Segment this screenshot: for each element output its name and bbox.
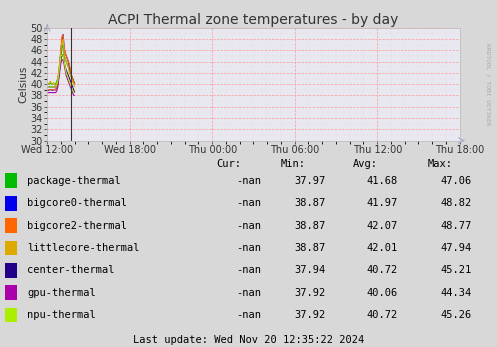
- Text: 44.34: 44.34: [441, 288, 472, 298]
- Bar: [5, 218, 17, 233]
- Text: 42.07: 42.07: [366, 221, 398, 230]
- Text: 38.87: 38.87: [294, 243, 326, 253]
- Text: 48.77: 48.77: [441, 221, 472, 230]
- Text: center-thermal: center-thermal: [27, 265, 115, 275]
- Text: 38.87: 38.87: [294, 221, 326, 230]
- Text: npu-thermal: npu-thermal: [27, 310, 96, 320]
- Text: Cur:: Cur:: [216, 159, 241, 169]
- Text: 45.26: 45.26: [441, 310, 472, 320]
- Text: 48.82: 48.82: [441, 198, 472, 208]
- Text: -nan: -nan: [236, 288, 261, 298]
- Text: Max:: Max:: [427, 159, 452, 169]
- Bar: [5, 174, 17, 188]
- Text: -nan: -nan: [236, 198, 261, 208]
- Text: 41.68: 41.68: [366, 176, 398, 186]
- Bar: [5, 263, 17, 278]
- Text: -nan: -nan: [236, 221, 261, 230]
- Text: 37.92: 37.92: [294, 310, 326, 320]
- Text: 37.92: 37.92: [294, 288, 326, 298]
- Text: 40.72: 40.72: [366, 265, 398, 275]
- Text: bigcore0-thermal: bigcore0-thermal: [27, 198, 127, 208]
- Text: 38.87: 38.87: [294, 198, 326, 208]
- Text: 40.06: 40.06: [366, 288, 398, 298]
- Bar: [5, 285, 17, 300]
- Text: Min:: Min:: [281, 159, 306, 169]
- Text: -nan: -nan: [236, 310, 261, 320]
- Text: littlecore-thermal: littlecore-thermal: [27, 243, 140, 253]
- Text: 47.06: 47.06: [441, 176, 472, 186]
- Bar: [5, 196, 17, 211]
- Text: 37.94: 37.94: [294, 265, 326, 275]
- Text: -nan: -nan: [236, 265, 261, 275]
- Text: gpu-thermal: gpu-thermal: [27, 288, 96, 298]
- Y-axis label: Celsius: Celsius: [18, 66, 28, 103]
- Text: RRDTOOL / TOBI OETIKER: RRDTOOL / TOBI OETIKER: [486, 43, 491, 125]
- Bar: [5, 240, 17, 255]
- Text: 37.97: 37.97: [294, 176, 326, 186]
- Text: package-thermal: package-thermal: [27, 176, 121, 186]
- Text: 47.94: 47.94: [441, 243, 472, 253]
- Text: -nan: -nan: [236, 243, 261, 253]
- Text: Last update: Wed Nov 20 12:35:22 2024: Last update: Wed Nov 20 12:35:22 2024: [133, 335, 364, 345]
- Text: bigcore2-thermal: bigcore2-thermal: [27, 221, 127, 230]
- Bar: [5, 307, 17, 322]
- Text: 41.97: 41.97: [366, 198, 398, 208]
- Text: 42.01: 42.01: [366, 243, 398, 253]
- Text: 40.72: 40.72: [366, 310, 398, 320]
- Text: -nan: -nan: [236, 176, 261, 186]
- Text: Avg:: Avg:: [353, 159, 378, 169]
- Title: ACPI Thermal zone temperatures - by day: ACPI Thermal zone temperatures - by day: [108, 12, 399, 27]
- Text: 45.21: 45.21: [441, 265, 472, 275]
